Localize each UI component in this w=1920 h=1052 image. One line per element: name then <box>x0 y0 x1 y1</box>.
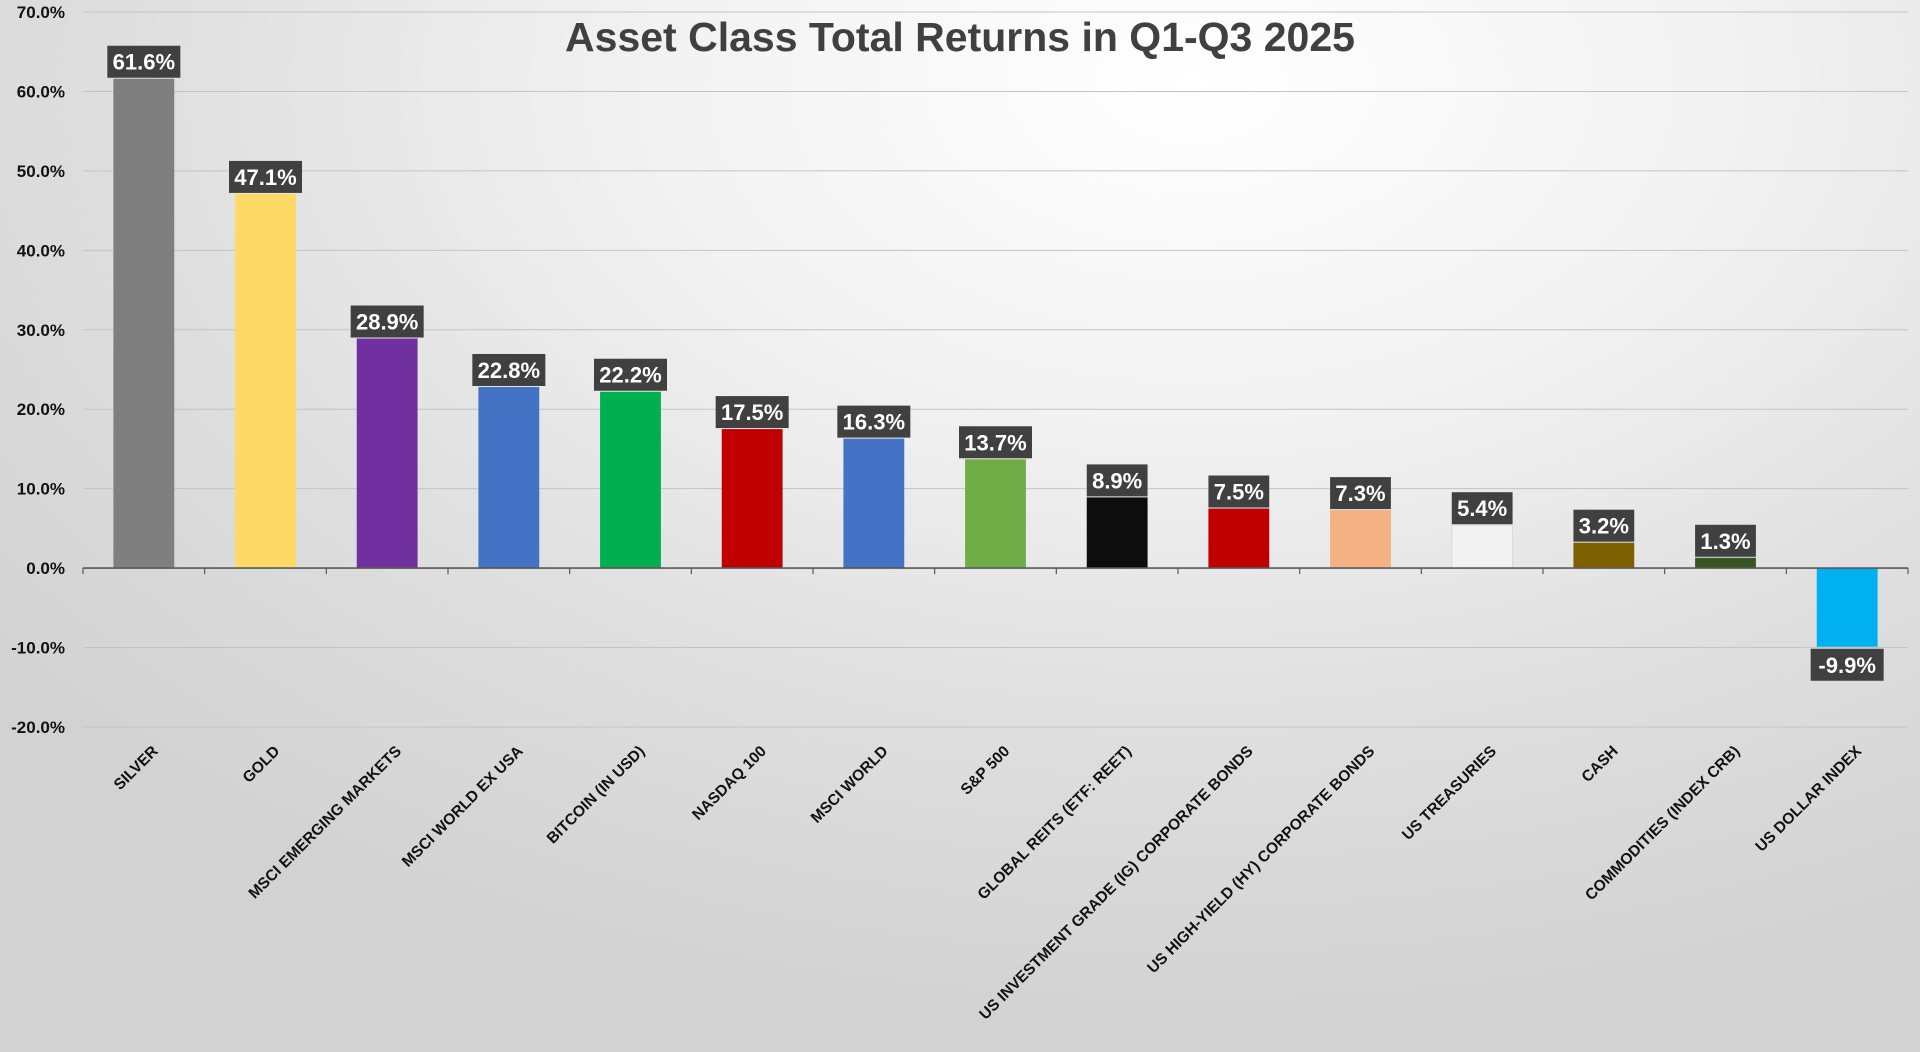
bar <box>113 78 175 569</box>
data-label: 28.9% <box>356 310 418 335</box>
x-tick-label: US INVESTMENT GRADE (IG) CORPORATE BONDS <box>976 743 1256 1023</box>
data-label: 61.6% <box>113 50 175 75</box>
data-label: 1.3% <box>1700 529 1750 554</box>
bar <box>1573 542 1635 569</box>
chart-title: Asset Class Total Returns in Q1-Q3 2025 <box>565 14 1355 60</box>
data-label-background <box>350 305 424 338</box>
data-label: 17.5% <box>721 400 783 425</box>
bar <box>600 391 661 569</box>
data-label: 22.2% <box>599 363 661 388</box>
data-label: 22.8% <box>478 358 540 383</box>
bar <box>478 386 540 569</box>
x-tick-label: MSCI WORLD EX USA <box>399 743 527 871</box>
x-tick-label: US DOLLAR INDEX <box>1752 742 1865 855</box>
y-tick-label: -10.0% <box>11 639 65 658</box>
bar <box>1695 557 1756 569</box>
data-label-background <box>229 160 302 193</box>
data-label: 5.4% <box>1457 496 1507 521</box>
y-tick-label: 20.0% <box>17 400 65 419</box>
x-tick-label: US HIGH-YIELD (HY) CORPORATE BONDS <box>1144 743 1378 977</box>
bar <box>721 429 783 569</box>
data-label: 16.3% <box>843 410 905 435</box>
data-label-background <box>1573 509 1635 542</box>
y-axis-ticks: 70.0% 60.0% 50.0% 40.0% 30.0% 20.0% 10.0% 0.0% -… <box>11 3 65 737</box>
x-tick-label: US TREASURIES <box>1399 743 1500 844</box>
data-label: 7.3% <box>1335 481 1385 506</box>
data-label-background <box>1086 464 1148 497</box>
bar <box>1330 510 1391 569</box>
data-label-background <box>715 396 789 429</box>
bar <box>965 459 1026 569</box>
data-label-background <box>1695 524 1756 557</box>
bar <box>843 438 905 569</box>
data-label: 47.1% <box>234 165 296 190</box>
bar <box>1086 497 1148 569</box>
bar <box>1208 508 1270 569</box>
data-label: 8.9% <box>1092 468 1142 493</box>
x-tick-label: S&P 500 <box>958 743 1014 799</box>
data-label-background <box>837 405 911 438</box>
data-label: 13.7% <box>964 430 1026 455</box>
data-label-background <box>1810 648 1884 681</box>
data-label-background <box>107 45 181 78</box>
x-tick-label: NASDAQ 100 <box>689 743 770 824</box>
y-tick-label: 70.0% <box>17 3 65 22</box>
data-labels: 61.6% 47.1% 28.9% 22.8% 22.2% 17.5% 16.3% 13.7%… <box>107 45 1884 681</box>
y-tick-label: 0.0% <box>26 559 65 578</box>
data-label-background <box>594 358 667 391</box>
x-tick-label: CASH <box>1579 743 1622 786</box>
y-tick-label: 60.0% <box>17 82 65 101</box>
y-tick-label: 10.0% <box>17 480 65 499</box>
data-label-background <box>1330 477 1391 510</box>
x-tick-label: BITCOIN (IN USD) <box>544 743 649 848</box>
data-label-background <box>1208 475 1270 508</box>
y-tick-label: 50.0% <box>17 162 65 181</box>
bars <box>113 78 1878 647</box>
data-label-background <box>959 426 1032 459</box>
x-tick-label: MSCI WORLD <box>808 743 892 827</box>
bar <box>1451 524 1514 569</box>
y-tick-label: -20.0% <box>11 718 65 737</box>
bar <box>356 338 418 569</box>
data-label: 3.2% <box>1579 514 1629 539</box>
bar <box>1816 568 1878 647</box>
y-tick-label: 30.0% <box>17 321 65 340</box>
x-tick-label: SILVER <box>111 743 162 794</box>
data-label: 7.5% <box>1214 480 1264 505</box>
data-label-background <box>1451 492 1513 525</box>
data-label-background <box>472 353 546 386</box>
x-axis <box>82 567 1909 575</box>
bar <box>235 193 296 569</box>
data-label: -9.9% <box>1818 653 1875 678</box>
x-tick-label: GOLD <box>240 743 284 787</box>
y-tick-label: 40.0% <box>17 241 65 260</box>
